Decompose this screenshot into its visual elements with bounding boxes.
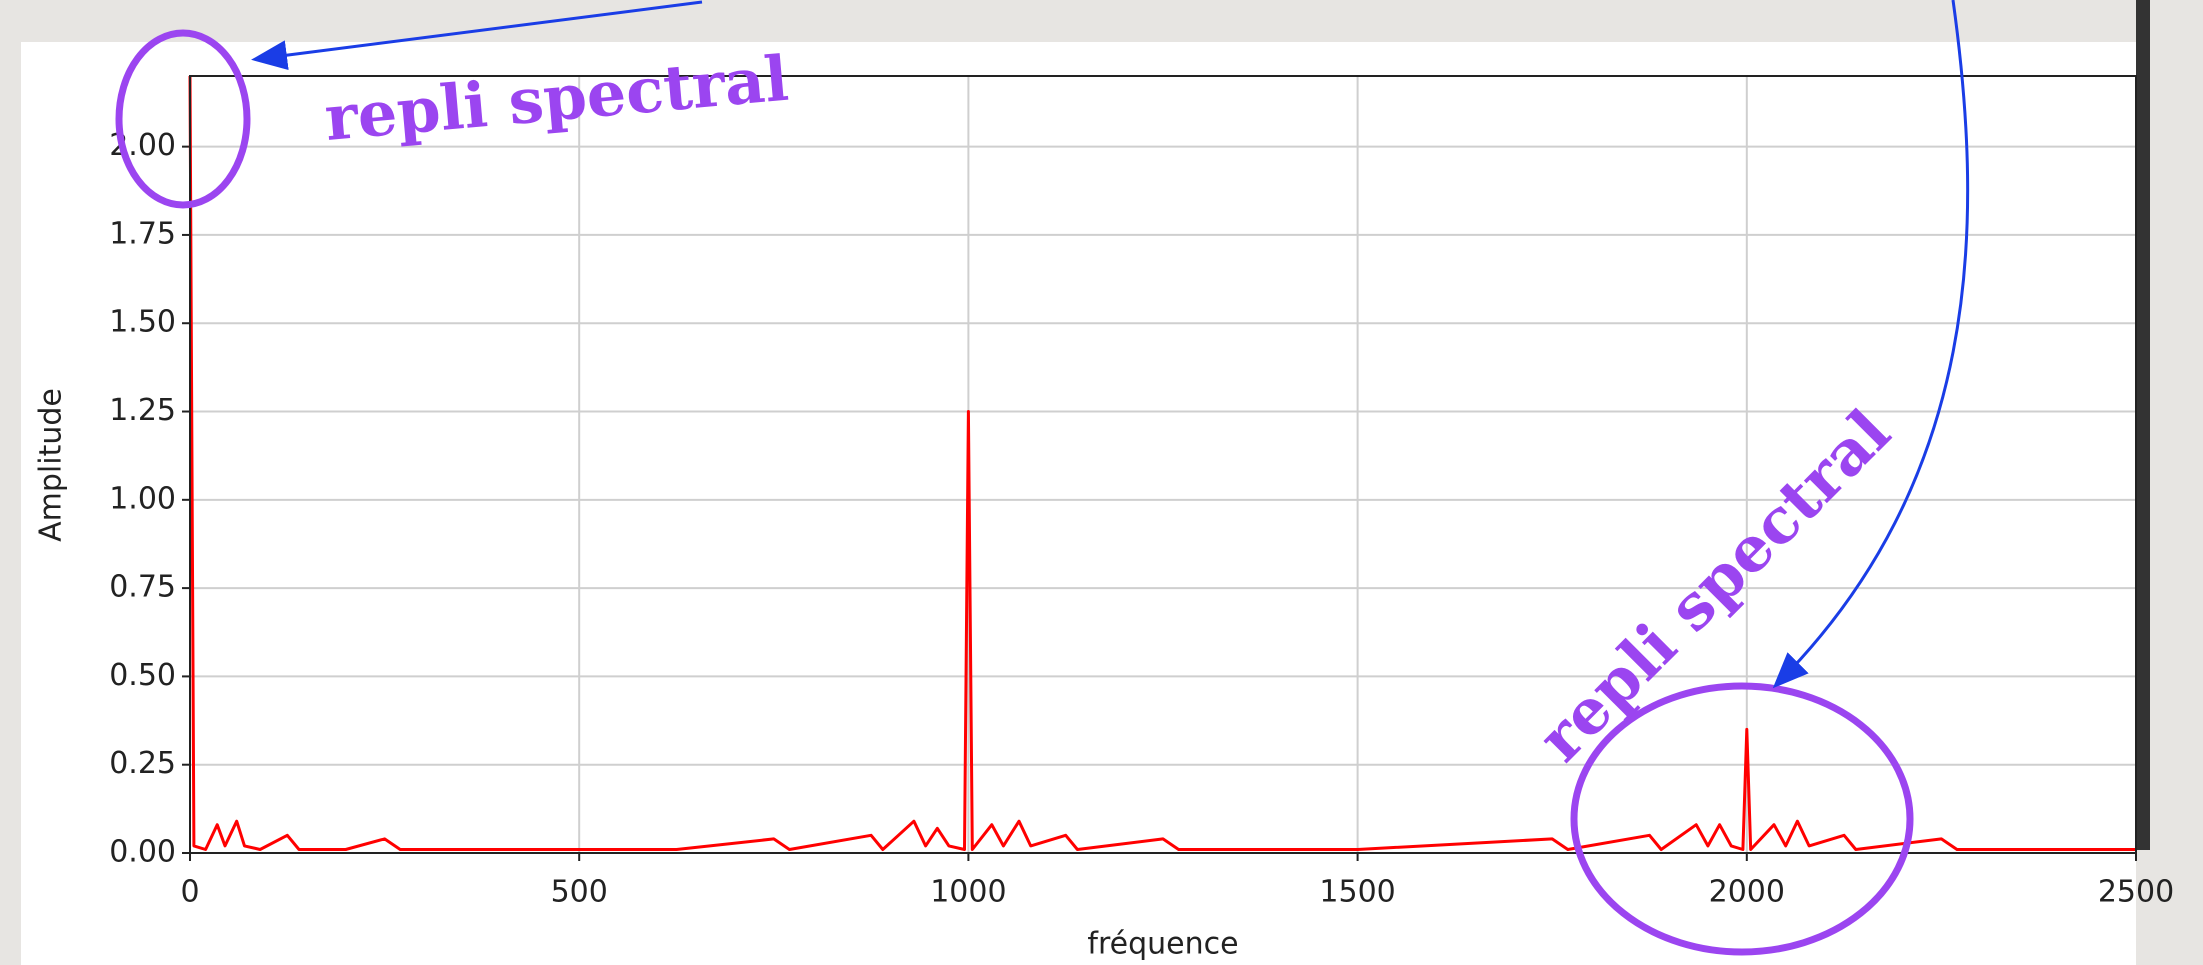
arrow xyxy=(251,0,703,71)
y-tick-label: 0.25 xyxy=(109,746,176,781)
y-axis-label: Amplitude xyxy=(34,388,69,542)
y-tick-label: 1.00 xyxy=(109,481,176,516)
circle-annotation xyxy=(115,29,251,209)
panel xyxy=(21,42,2136,965)
x-tick-label: 1000 xyxy=(930,875,1006,910)
y-tick-label: 0.75 xyxy=(109,570,176,605)
arrow xyxy=(1772,0,1970,689)
y-tick-label: 1.50 xyxy=(109,305,176,340)
x-tick-label: 0 xyxy=(180,875,199,910)
spectrum-line xyxy=(188,75,2136,851)
x-tick-label: 1500 xyxy=(1319,875,1395,910)
y-tick-label: 0.50 xyxy=(109,658,176,693)
side-bar xyxy=(2136,0,2150,850)
y-tick-label: 1.25 xyxy=(109,393,176,428)
y-tick-label: 1.75 xyxy=(109,216,176,251)
x-tick-label: 2500 xyxy=(2098,875,2174,910)
y-tick-label: 0.00 xyxy=(109,835,176,870)
circle-annotation xyxy=(1570,682,1914,956)
x-tick-label: 2000 xyxy=(1709,875,1785,910)
x-tick-label: 500 xyxy=(551,875,608,910)
x-axis-label: fréquence xyxy=(1087,927,1238,962)
plot: 0.000.250.500.751.001.251.501.752.000 500… xyxy=(109,75,2174,910)
axes-frame xyxy=(189,75,2137,854)
